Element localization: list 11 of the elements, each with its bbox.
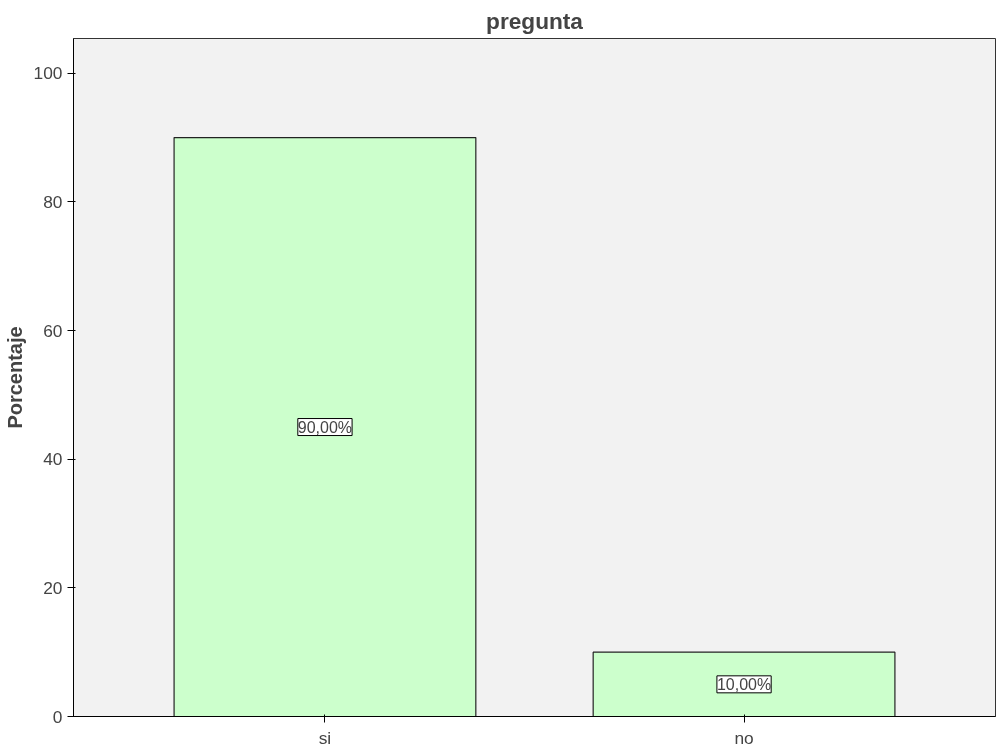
y-tick-label: 80 [43, 191, 63, 212]
y-tick-label: 60 [43, 320, 63, 341]
y-tick-label: 40 [43, 449, 63, 470]
y-tick-label: 100 [33, 63, 63, 84]
y-axis-title: Porcentaje [3, 326, 26, 429]
y-tick-label: 20 [43, 577, 63, 598]
x-tick-label: no [734, 727, 754, 748]
data-label: 10,00% [716, 675, 772, 693]
x-tick-label: si [318, 727, 332, 748]
chart-title: pregunta [486, 7, 584, 34]
y-tick-label: 0 [52, 706, 63, 727]
